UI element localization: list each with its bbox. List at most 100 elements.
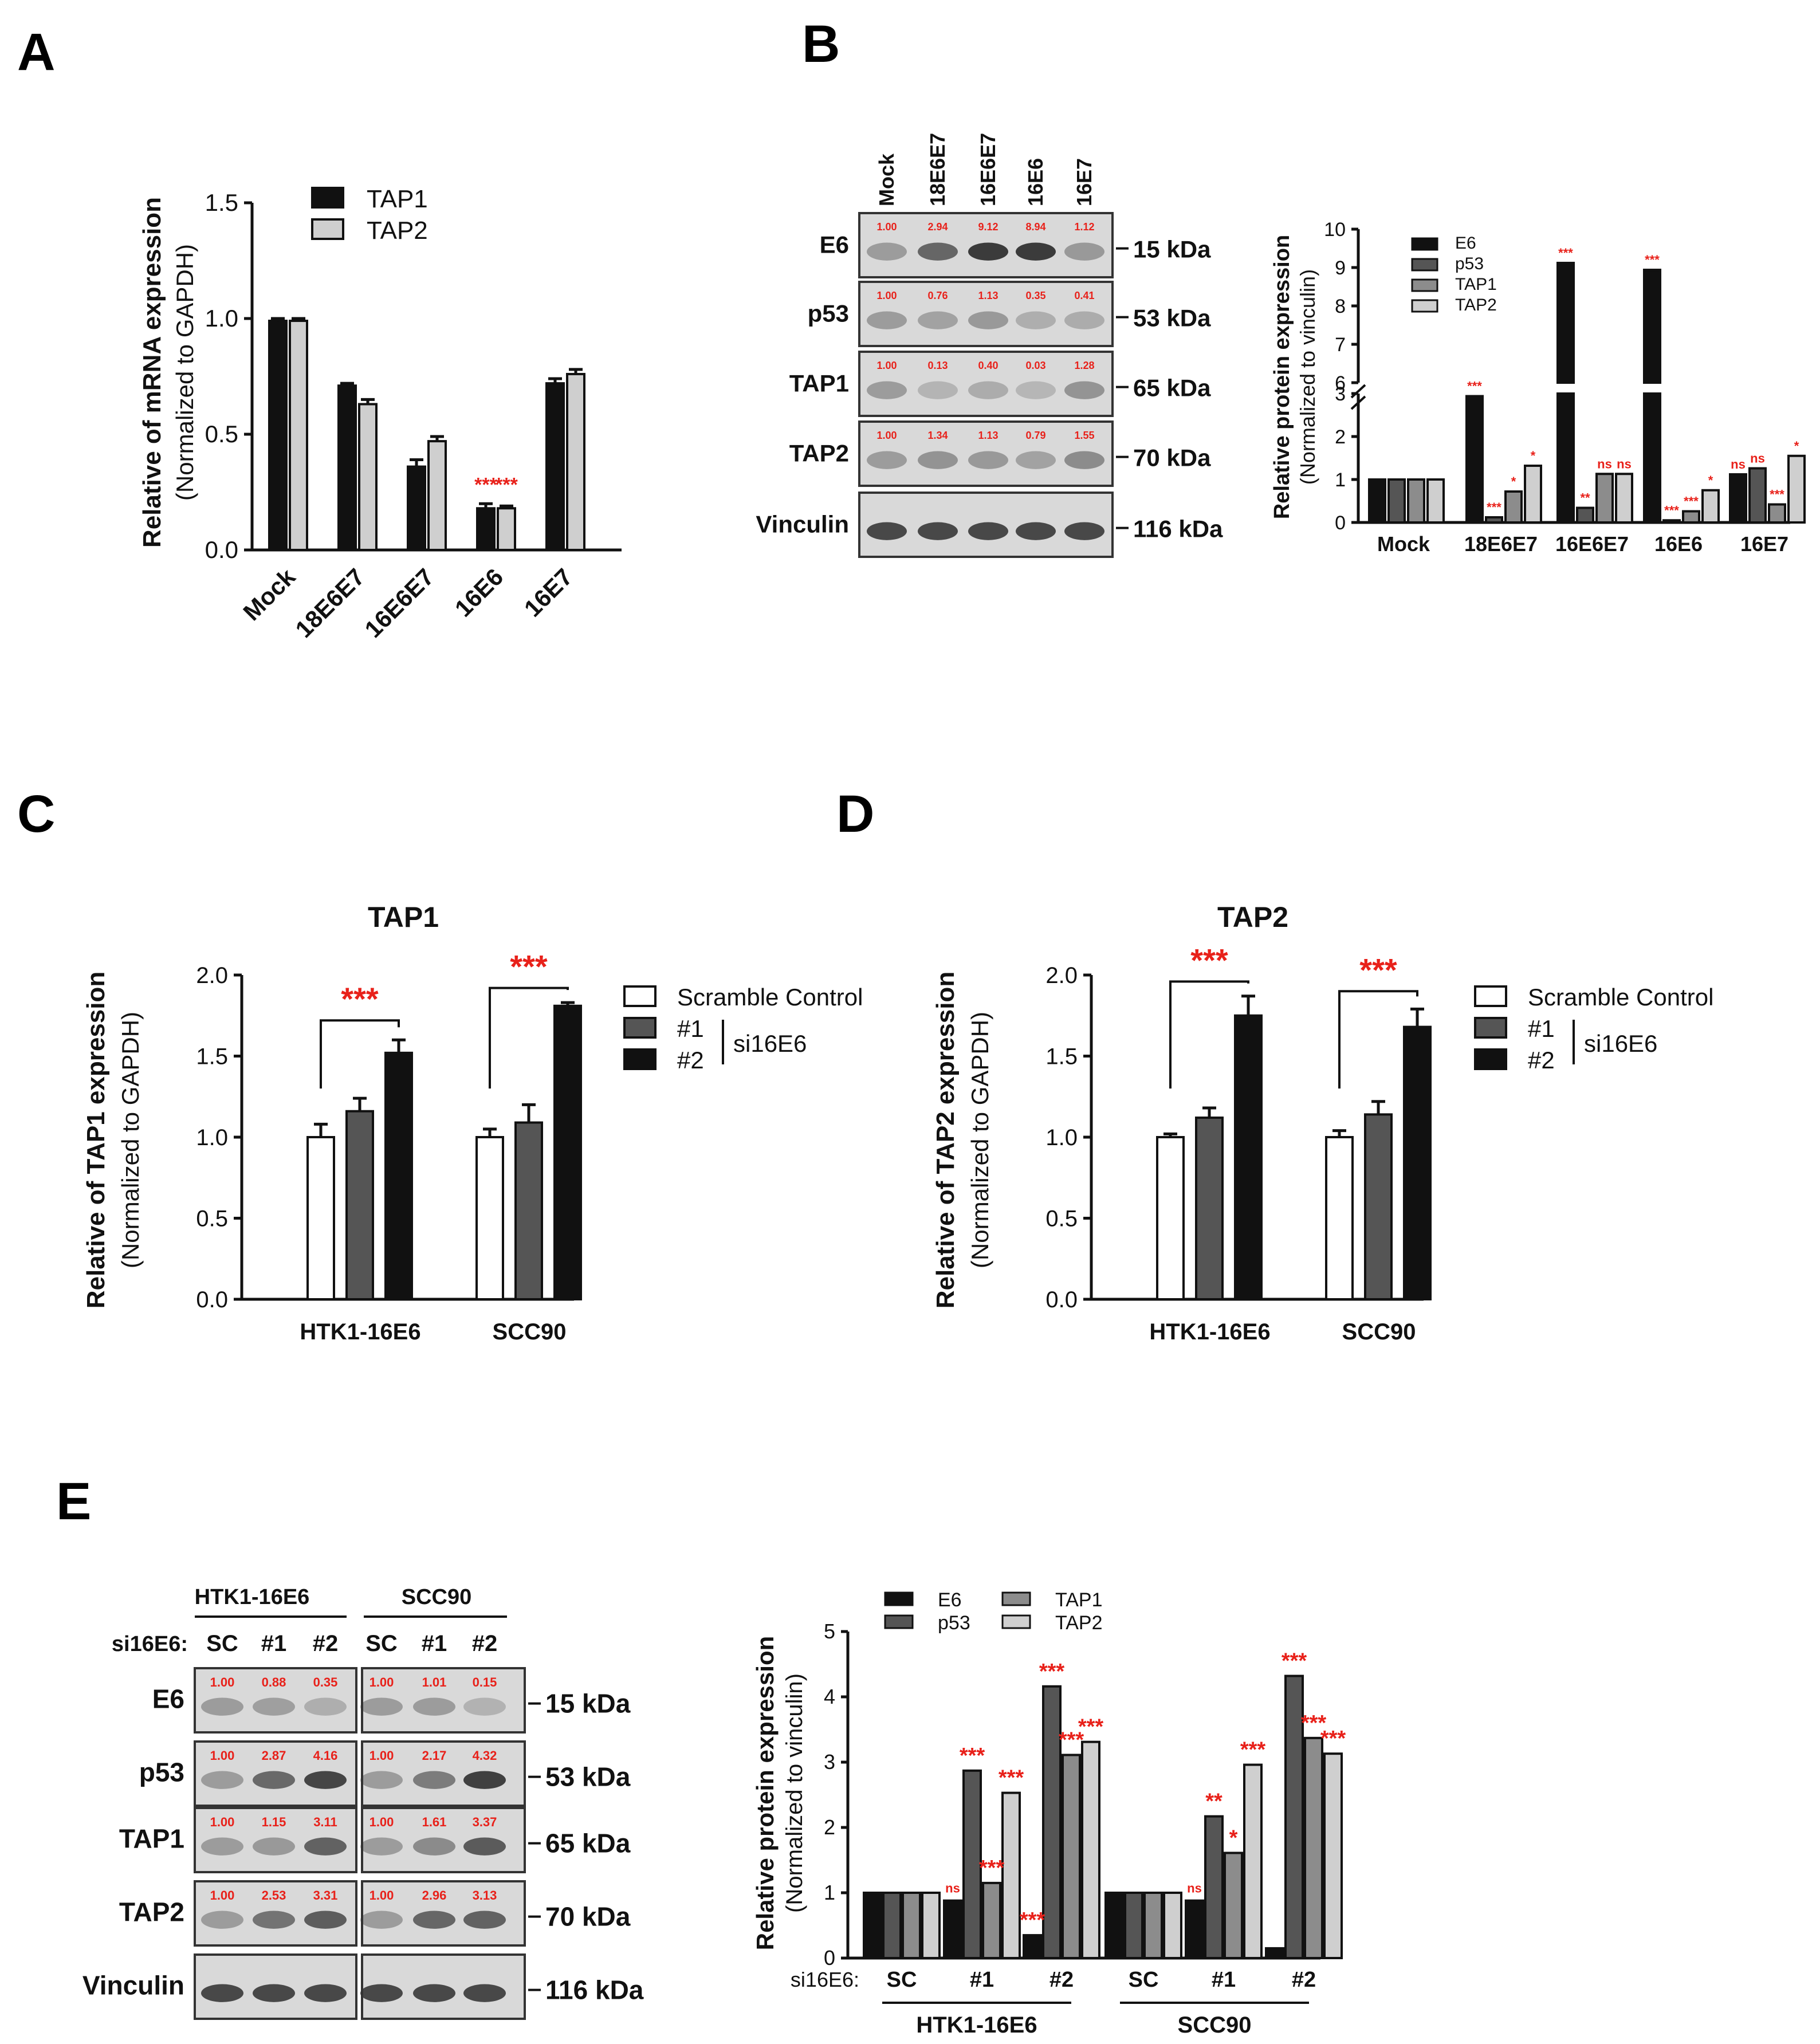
a-ylabel: Relative of mRNA expression	[138, 197, 166, 548]
b-bar-tap2	[1701, 489, 1720, 524]
c-legend-label: #1	[677, 1015, 704, 1042]
b-lane-label: 16E6	[1024, 158, 1047, 206]
e-group-label: HTK1-16E6	[195, 1585, 310, 1609]
c-legend-swatch	[623, 985, 657, 1007]
a-x-tick-label: Mock	[238, 563, 301, 626]
c-x-tick-label: SCC90	[493, 1319, 567, 1345]
c-y-tick-label: 2.0	[196, 963, 228, 988]
e-bar-p53	[962, 1769, 982, 1960]
e-bar-tap1	[1224, 1852, 1243, 1959]
panel-label-a: A	[17, 23, 55, 81]
b-bar-e6	[1643, 392, 1661, 524]
a-legend-swatch	[311, 187, 344, 209]
e-row-label: p53	[139, 1757, 184, 1787]
e-band	[413, 1697, 455, 1716]
b-band	[918, 522, 958, 540]
b-kda-label: 15 kDa	[1133, 236, 1211, 263]
e-x-tick-label: SC	[887, 1968, 917, 1992]
e-band	[201, 1984, 243, 2002]
e-legend-swatch	[1001, 1614, 1031, 1629]
e-sig-label: ns	[945, 1881, 960, 1896]
b-blot-row	[858, 492, 1114, 558]
e-blot-value: 3.37	[473, 1815, 497, 1829]
e-legend-swatch	[1001, 1591, 1031, 1606]
d-y-tick-label: 1.5	[1045, 1044, 1078, 1070]
b-legend-swatch	[1411, 258, 1438, 272]
c-y-tick-label: 0.0	[196, 1287, 228, 1312]
e-bar-tap2	[1323, 1752, 1343, 1959]
b-bar-tap1	[1504, 490, 1523, 524]
b-band	[968, 311, 1008, 329]
b-row-label: TAP1	[789, 370, 849, 396]
d-x-tick-label: SCC90	[1342, 1319, 1416, 1345]
b-kda-label: 53 kDa	[1133, 305, 1211, 332]
a-legend-label: TAP2	[367, 217, 428, 245]
e-band	[360, 1697, 403, 1716]
c-sig-label: ***	[510, 949, 548, 985]
b-kda-label: 65 kDa	[1133, 375, 1211, 402]
b-y-tick-label: 9	[1335, 257, 1346, 279]
b-sig-label: **	[1580, 491, 1590, 505]
b-row-label: TAP2	[789, 439, 849, 466]
a-sig-label: ***	[495, 474, 518, 496]
e-x-tick-label: #2	[1292, 1968, 1316, 1992]
a-bar-tap1	[268, 320, 288, 551]
e-kda-label: 53 kDa	[545, 1762, 631, 1792]
e-bar-p53	[1204, 1815, 1224, 1960]
d-sig-label: ***	[1190, 942, 1228, 978]
b-bar-e6	[1729, 473, 1747, 524]
c-x-tick-label: HTK1-16E6	[300, 1319, 420, 1345]
e-lane-label: #2	[472, 1631, 498, 1656]
b-bar-tap1	[1407, 478, 1425, 524]
d-legend-swatch	[1474, 1048, 1507, 1070]
e-band	[253, 1837, 295, 1856]
e-bar-e6	[1265, 1947, 1284, 1959]
b-lane-label: 16E6E7	[976, 133, 1000, 206]
c-bar	[514, 1121, 543, 1301]
b-bar-tap2	[1524, 465, 1542, 524]
e-band	[413, 1911, 455, 1929]
c-title: TAP1	[368, 901, 439, 933]
e-blot-value: 1.00	[210, 1675, 235, 1689]
e-band	[463, 1771, 506, 1789]
d-bar	[1156, 1136, 1185, 1300]
b-sig-label: ns	[1731, 457, 1746, 471]
e-blot-value: 2.96	[422, 1888, 447, 1903]
b-band	[1016, 522, 1056, 540]
b-y-tick-label: 1	[1335, 469, 1346, 491]
b-axis-break-mark	[1350, 395, 1366, 410]
b-sig-label: *	[1511, 474, 1516, 489]
d-legend-label: #1	[1528, 1015, 1555, 1042]
e-blot-value: 1.61	[422, 1815, 447, 1829]
e-y-tick-label: 5	[824, 1620, 835, 1643]
b-bar-p53	[1387, 478, 1406, 524]
e-band	[304, 1771, 347, 1789]
d-legend-label: #2	[1528, 1047, 1555, 1074]
a-bar-tap1	[476, 507, 496, 552]
e-lane-label: #2	[313, 1631, 339, 1656]
c-bar	[384, 1051, 413, 1300]
e-group-label: SCC90	[402, 1585, 472, 1609]
d-legend-swatch	[1474, 985, 1507, 1007]
e-y-tick-label: 4	[824, 1685, 835, 1708]
e-blot-value: 2.53	[262, 1888, 286, 1903]
b-band	[1064, 522, 1104, 540]
c-ylabel-sub: (Normalized to GAPDH)	[117, 1012, 144, 1268]
e-bar-tap2	[1243, 1763, 1263, 1960]
e-row-label: si16E6:	[112, 1632, 188, 1656]
e-kda-label: 15 kDa	[545, 1689, 631, 1719]
e-blot-value: 4.16	[313, 1748, 338, 1763]
c-legend-label: #2	[677, 1047, 704, 1074]
b-y-tick-label: 6	[1335, 372, 1346, 394]
e-blot-value: 1.01	[422, 1675, 447, 1689]
b-band	[1064, 311, 1104, 329]
b-bar-tap2	[1787, 454, 1806, 524]
b-blot-row	[858, 420, 1114, 487]
b-band	[968, 451, 1008, 469]
d-y-tick-label: 1.0	[1045, 1125, 1078, 1150]
e-bar-e6	[1185, 1899, 1204, 1959]
b-band	[918, 381, 958, 399]
b-blot-value: 0.03	[1025, 360, 1045, 371]
e-lane-label: #1	[261, 1631, 287, 1656]
